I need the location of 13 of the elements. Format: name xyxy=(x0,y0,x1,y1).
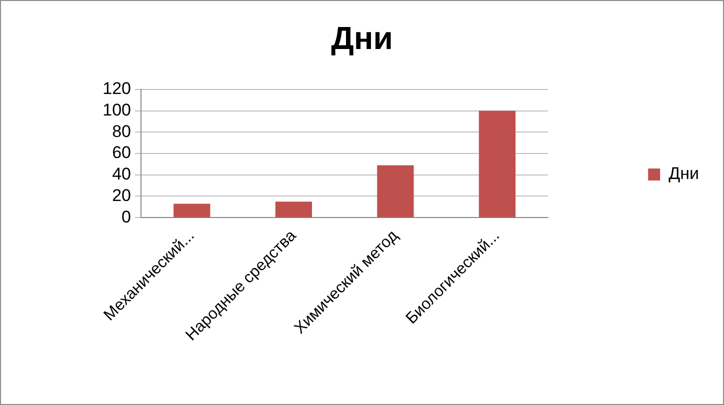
y-tick-label: 0 xyxy=(122,207,131,226)
y-tick-label: 100 xyxy=(102,100,131,120)
y-tick-label: 40 xyxy=(112,164,131,184)
legend-label: Дни xyxy=(668,164,700,184)
chart-title: Дни xyxy=(331,20,393,56)
y-tick-label: 120 xyxy=(102,79,131,98)
y-tick-label: 80 xyxy=(112,122,131,141)
bar xyxy=(275,202,312,218)
bar xyxy=(174,204,210,218)
bar xyxy=(377,165,414,218)
y-tick-label: 20 xyxy=(112,186,131,205)
bar xyxy=(478,110,516,218)
y-tick-label: 60 xyxy=(112,143,131,162)
